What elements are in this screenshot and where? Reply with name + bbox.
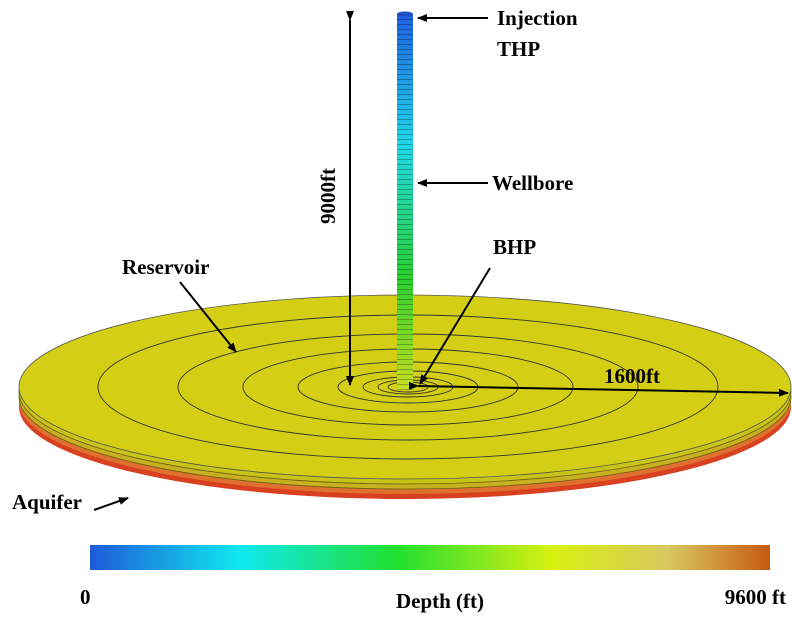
- arrows: [93, 11, 789, 511]
- label-thp: THP: [497, 37, 540, 61]
- label-aquifer: Aquifer: [12, 490, 82, 514]
- colorbar-title: Depth (ft): [396, 589, 484, 613]
- colorbar-max: 9600 ft: [725, 585, 786, 609]
- label-injection: Injection: [497, 6, 578, 30]
- label-wellbore: Wellbore: [492, 171, 573, 195]
- dimension-height: 9000ft: [316, 168, 340, 224]
- reservoir-disk: [18, 294, 792, 499]
- dimension-radius: 1600ft: [604, 364, 660, 388]
- colorbar: [90, 545, 770, 570]
- label-reservoir: Reservoir: [122, 255, 209, 279]
- colorbar-min: 0: [80, 585, 91, 609]
- label-bhp: BHP: [493, 235, 536, 259]
- wellbore-column: [397, 11, 413, 390]
